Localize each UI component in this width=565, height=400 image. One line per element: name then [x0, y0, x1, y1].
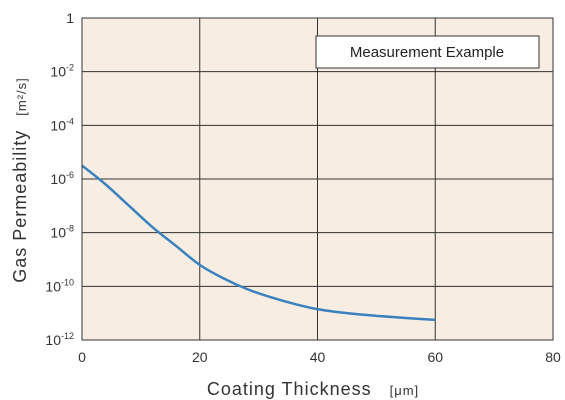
y-axis-unit: [m²/s] — [14, 77, 29, 116]
x-axis-label: Coating Thickness — [207, 379, 372, 399]
y-tick-label-8: 10-8 — [50, 224, 74, 241]
y-tick-labels: 1 10-2 10-4 10-6 10-8 10-10 10-12 — [45, 10, 74, 348]
x-axis-unit: [μm] — [390, 383, 420, 398]
annotation-measurement-example: Measurement Example — [350, 44, 504, 61]
y-tick-label-4: 10-4 — [50, 116, 74, 133]
x-tick-label-80: 80 — [545, 349, 561, 365]
x-tick-label-0: 0 — [78, 349, 86, 365]
x-tick-labels: 0 20 40 60 80 — [78, 349, 561, 365]
plot-frame — [81, 17, 554, 341]
x-tick-label-20: 20 — [192, 349, 208, 365]
y-tick-label-12: 10-12 — [45, 331, 74, 348]
legend-box-frame — [315, 35, 540, 69]
series-line-permeability — [81, 164, 436, 322]
x-tick-label-60: 60 — [427, 349, 443, 365]
y-axis-title: Gas Permeability [m²/s] — [10, 77, 30, 283]
x-axis-title: Coating Thickness [μm] — [207, 379, 419, 399]
y-tick-label-6: 10-6 — [50, 170, 74, 187]
y-tick-label-10: 10-10 — [45, 277, 74, 294]
x-tick-label-40: 40 — [310, 349, 326, 365]
grid-lines — [82, 18, 553, 340]
y-tick-label-0: 1 — [66, 10, 74, 26]
legend-box: Measurement Example — [315, 35, 540, 69]
y-axis-label: Gas Permeability — [10, 130, 30, 283]
y-tick-label-2: 10-2 — [50, 63, 74, 80]
